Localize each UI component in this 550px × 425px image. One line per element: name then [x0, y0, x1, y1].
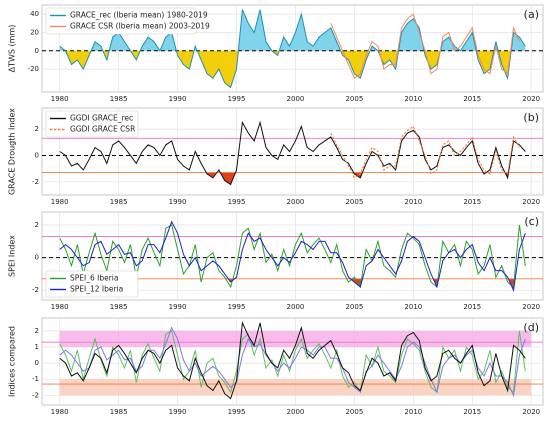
x-tick-label: 2000	[287, 198, 305, 206]
y-tick-label: 0	[35, 359, 39, 367]
y-tick-label: 0	[35, 254, 39, 262]
legend-label: GRACE_rec (Iberia mean) 1980-2019	[70, 11, 208, 20]
y-tick-label: 2	[35, 221, 39, 229]
y-axis-label: GRACE Drougth Index	[8, 108, 17, 195]
x-tick-label: 2010	[404, 95, 422, 103]
legend-label: SPEI_6 Iberia	[70, 274, 119, 283]
x-tick-label: 1990	[169, 303, 187, 311]
panel-label: (a)	[524, 8, 539, 21]
y-tick-label: -2	[32, 286, 39, 294]
x-tick-label: 2000	[287, 408, 305, 416]
x-tick-label: 2005	[345, 95, 363, 103]
series-line	[59, 9, 526, 89]
threshold-band	[59, 379, 532, 396]
x-tick-label: 1980	[51, 198, 69, 206]
y-axis-label: ΔTWS (mm)	[8, 25, 17, 73]
series-line	[59, 120, 526, 186]
y-tick-label: -2	[32, 391, 39, 399]
legend-label: GRACE CSR (Iberia mean) 2003-2019	[70, 22, 210, 31]
x-tick-label: 1995	[228, 198, 246, 206]
x-tick-label: 1980	[51, 95, 69, 103]
x-tick-label: 1995	[228, 408, 246, 416]
x-tick-label: 1980	[51, 408, 69, 416]
x-tick-label: 2015	[463, 198, 481, 206]
y-tick-label: 2	[35, 125, 39, 133]
y-tick-label: -1	[32, 375, 39, 383]
x-tick-label: 2020	[522, 198, 540, 206]
y-axis-label: SPEI Index	[8, 235, 17, 277]
x-tick-label: 2020	[522, 303, 540, 311]
legend-label: GGDI GRACE CSR	[70, 125, 135, 134]
panel: 1980 1985 1990 1995 2000 2005 2010 2015 2020 -2 0 2…	[8, 211, 544, 311]
y-tick-label: 40	[30, 10, 39, 18]
x-tick-label: 2005	[345, 303, 363, 311]
panel: 1980 1985 1990 1995 2000 2005 2010 2015 2020 -20 0…	[8, 4, 544, 103]
x-tick-label: 2000	[287, 95, 305, 103]
series-line	[330, 13, 520, 80]
x-tick-label: 2000	[287, 303, 305, 311]
area-fill	[59, 9, 526, 51]
y-tick-label: 0	[35, 47, 39, 55]
panel: 1980 1985 1990 1995 2000 2005 2010 2015 2020 -2 0 2…	[8, 107, 544, 206]
x-tick-label: 2020	[522, 408, 540, 416]
x-tick-label: 1985	[110, 408, 128, 416]
series-line	[59, 330, 526, 394]
x-tick-label: 2015	[463, 408, 481, 416]
legend-label: SPEI_12 Iberia	[70, 285, 123, 294]
y-tick-label: -20	[28, 65, 39, 73]
series-line	[59, 320, 526, 400]
x-tick-label: 1985	[110, 95, 128, 103]
legend-box	[45, 270, 139, 298]
x-tick-label: 1985	[110, 198, 128, 206]
series-line	[59, 220, 526, 292]
x-tick-label: 1990	[169, 408, 187, 416]
x-tick-label: 1995	[228, 303, 246, 311]
x-tick-label: 2005	[345, 198, 363, 206]
y-tick-label: 20	[30, 28, 39, 36]
x-tick-label: 2010	[404, 198, 422, 206]
y-tick-label: 1	[35, 343, 39, 351]
x-tick-label: 1980	[51, 303, 69, 311]
x-tick-label: 2005	[345, 408, 363, 416]
threshold-band	[59, 330, 532, 347]
x-tick-label: 2020	[522, 95, 540, 103]
legend-label: GGDI GRACE_rec	[70, 114, 133, 123]
panel: 1980 1985 1990 1995 2000 2005 2010 2015 2020 -2 -1…	[8, 317, 544, 416]
y-tick-label: 0	[35, 151, 39, 159]
panel-label: (b)	[523, 111, 539, 124]
x-tick-label: 1990	[169, 198, 187, 206]
y-tick-label: -2	[32, 178, 39, 186]
panel-label: (d)	[523, 321, 539, 334]
area-fill	[59, 50, 526, 88]
legend-box	[45, 110, 139, 138]
x-tick-label: 1995	[228, 95, 246, 103]
x-tick-label: 2010	[404, 303, 422, 311]
panel-label: (c)	[524, 215, 539, 228]
y-axis-label: Indices compared	[8, 326, 17, 397]
y-tick-label: 2	[35, 327, 39, 335]
x-tick-label: 2015	[463, 303, 481, 311]
x-tick-label: 2015	[463, 95, 481, 103]
legend-box	[45, 7, 197, 35]
x-tick-label: 1990	[169, 95, 187, 103]
x-tick-label: 2010	[404, 408, 422, 416]
x-tick-label: 1985	[110, 303, 128, 311]
